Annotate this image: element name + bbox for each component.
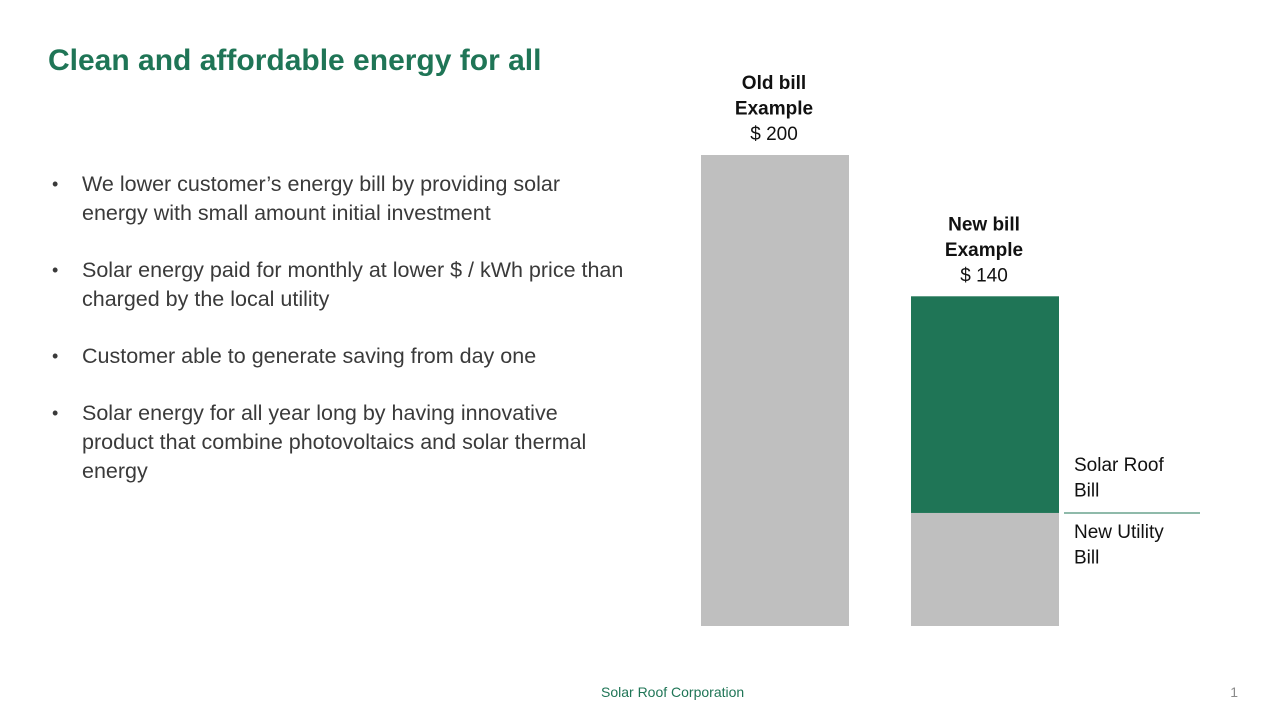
bullet-item: • Solar energy paid for monthly at lower … xyxy=(50,256,630,314)
bullet-list: • We lower customer’s energy bill by prov… xyxy=(50,170,630,514)
bar-total-label: $ 140 xyxy=(960,265,1008,286)
bar-segment-new-utility-bill xyxy=(911,512,1059,626)
series-label-new-utility-bill: Bill xyxy=(1074,547,1099,568)
bar-header-label: Old bill xyxy=(742,73,806,94)
bullet-text: Customer able to generate saving from da… xyxy=(82,344,537,368)
bullet-item: • We lower customer’s energy bill by prov… xyxy=(50,170,630,228)
series-label-new-utility-bill: New Utility xyxy=(1074,522,1164,543)
bar-header-label: Example xyxy=(945,240,1023,261)
series-label-solar-roof-bill: Bill xyxy=(1074,480,1099,501)
bullet-text: Solar energy paid for monthly at lower $… xyxy=(82,258,624,311)
bullet-icon: • xyxy=(52,174,59,194)
bar-total-label: $ 200 xyxy=(750,124,798,145)
bullet-icon: • xyxy=(52,346,59,366)
slide-title: Clean and affordable energy for all xyxy=(48,44,542,77)
bullet-text: Solar energy for all year long by having… xyxy=(82,401,587,483)
bar-segment-new-utility-bill xyxy=(701,155,849,626)
bullet-text: We lower customer’s energy bill by provi… xyxy=(82,172,560,225)
bullet-item: • Customer able to generate saving from d… xyxy=(50,342,630,371)
bullet-icon: • xyxy=(52,260,59,280)
page-number: 1 xyxy=(1230,684,1238,700)
bar-header-label: New bill xyxy=(948,214,1020,235)
bullet-item: • Solar energy for all year long by havin… xyxy=(50,399,630,486)
series-label-solar-roof-bill: Solar Roof xyxy=(1074,455,1164,476)
bar-header-label: Example xyxy=(735,99,813,120)
bar-segment-solar-roof-bill xyxy=(911,296,1059,513)
footer-company: Solar Roof Corporation xyxy=(601,684,745,700)
bullet-icon: • xyxy=(52,403,59,423)
